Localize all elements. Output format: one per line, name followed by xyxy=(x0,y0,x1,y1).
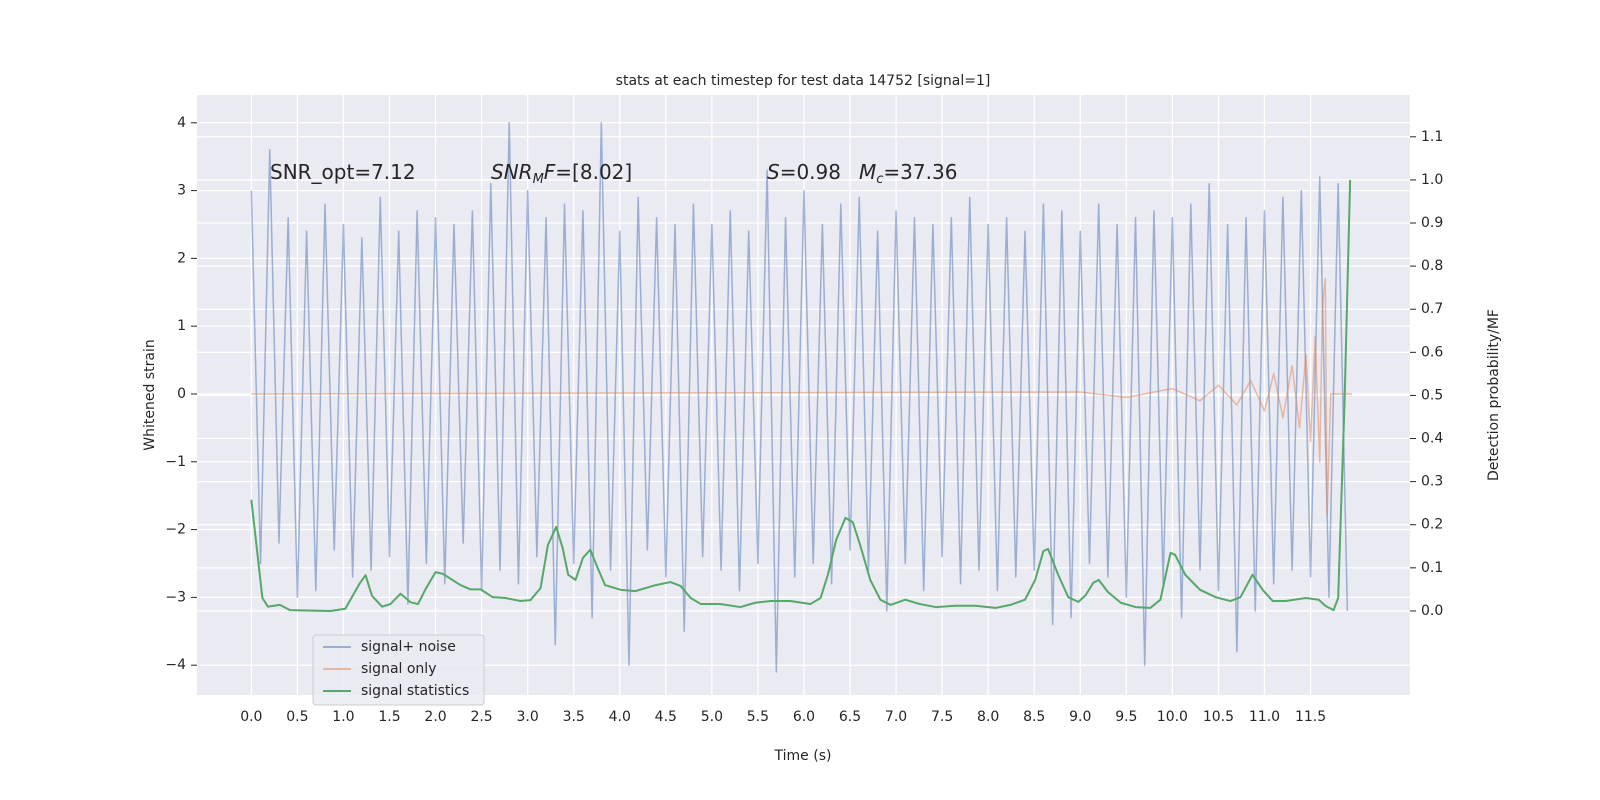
x-axis-label: Time (s) xyxy=(774,748,832,764)
x-tick-label: 0.0 xyxy=(240,709,262,725)
x-tick-label: 11.0 xyxy=(1249,709,1280,725)
x-tick-label: 6.5 xyxy=(839,709,861,725)
series-line xyxy=(250,122,1349,673)
annotation-part: SNR_opt=7.12 xyxy=(270,160,416,184)
y2-tick-label: 1.1 xyxy=(1421,129,1443,145)
y2-tick-label: 0.2 xyxy=(1421,517,1443,533)
y-tick-label: 2 xyxy=(177,250,186,266)
x-tick-label: 6.0 xyxy=(793,709,815,725)
y2-tick-label: 0.4 xyxy=(1421,431,1443,447)
legend-label: signal+ noise xyxy=(361,639,456,655)
y2-tick-label: 0.3 xyxy=(1421,474,1443,490)
annotation-part: M xyxy=(533,172,544,187)
x-tick-label: 4.5 xyxy=(655,709,677,725)
chart-title: stats at each timestep for test data 147… xyxy=(616,73,991,89)
x-tick-label: 2.5 xyxy=(470,709,492,725)
y-tick-label: −4 xyxy=(165,657,186,673)
y-tick-label: −1 xyxy=(165,454,186,470)
series-line xyxy=(250,179,1352,612)
legend-box xyxy=(312,634,485,706)
y2-tick-label: 0.7 xyxy=(1421,301,1443,317)
x-tick-label: 10.5 xyxy=(1203,709,1234,725)
legend-label: signal statistics xyxy=(361,683,469,699)
y-tick-label: 0 xyxy=(177,386,186,402)
annotation-part: S xyxy=(767,160,780,184)
x-tick-label: 4.0 xyxy=(609,709,631,725)
y2-tick-label: 1.0 xyxy=(1421,172,1443,188)
y-axis-label: Whitened strain xyxy=(142,339,158,450)
legend-label: signal only xyxy=(361,661,436,677)
annotation-part: =[8.02] xyxy=(555,160,632,184)
series-line xyxy=(251,277,1352,517)
y2-axis-label: Detection probability/MF xyxy=(1486,309,1502,481)
x-tick-label: 5.5 xyxy=(747,709,769,725)
annotation: Mc=37.36 xyxy=(859,160,957,187)
x-tick-label: 7.0 xyxy=(885,709,907,725)
x-tick-label: 8.0 xyxy=(977,709,999,725)
x-tick-label: 5.0 xyxy=(701,709,723,725)
legend: signal+ noise signal only signal statistic… xyxy=(312,634,485,706)
annotation-part: F xyxy=(544,160,556,184)
y-tick-label: 4 xyxy=(177,115,186,131)
y2-tick-label: 0.9 xyxy=(1421,215,1443,231)
annotation-part: SNR xyxy=(491,160,533,184)
x-tick-label: 0.5 xyxy=(286,709,308,725)
x-tick-label: 8.5 xyxy=(1023,709,1045,725)
y2-tick-label: 0.1 xyxy=(1421,560,1443,576)
x-tick-label: 9.5 xyxy=(1115,709,1137,725)
x-tick-label: 10.0 xyxy=(1157,709,1188,725)
y-tick-label: −2 xyxy=(165,522,186,538)
annotation-part: =0.98 xyxy=(780,160,841,184)
y2-tick-label: 0.6 xyxy=(1421,344,1443,360)
annotation-part: c xyxy=(876,172,883,187)
y-tick-label: 1 xyxy=(177,318,186,334)
x-tick-label: 1.5 xyxy=(378,709,400,725)
y-tick-label: 3 xyxy=(177,183,186,199)
x-tick-label: 7.5 xyxy=(931,709,953,725)
annotation-part: M xyxy=(859,160,876,184)
x-tick-label: 3.0 xyxy=(517,709,539,725)
x-tick-label: 2.0 xyxy=(424,709,446,725)
x-tick-label: 1.0 xyxy=(332,709,354,725)
annotation-part: =37.36 xyxy=(883,160,957,184)
x-tick-label: 3.5 xyxy=(563,709,585,725)
y2-tick-label: 0.8 xyxy=(1421,258,1443,274)
y-tick-label: −3 xyxy=(165,589,186,605)
annotation: SNRMF=[8.02] xyxy=(491,160,632,187)
y2-tick-label: 0.0 xyxy=(1421,603,1443,619)
x-tick-label: 11.5 xyxy=(1295,709,1326,725)
x-tick-label: 9.0 xyxy=(1069,709,1091,725)
annotation: S=0.98 xyxy=(767,160,841,184)
y2-tick-label: 0.5 xyxy=(1421,387,1443,403)
annotation: SNR_opt=7.12 xyxy=(270,160,416,184)
